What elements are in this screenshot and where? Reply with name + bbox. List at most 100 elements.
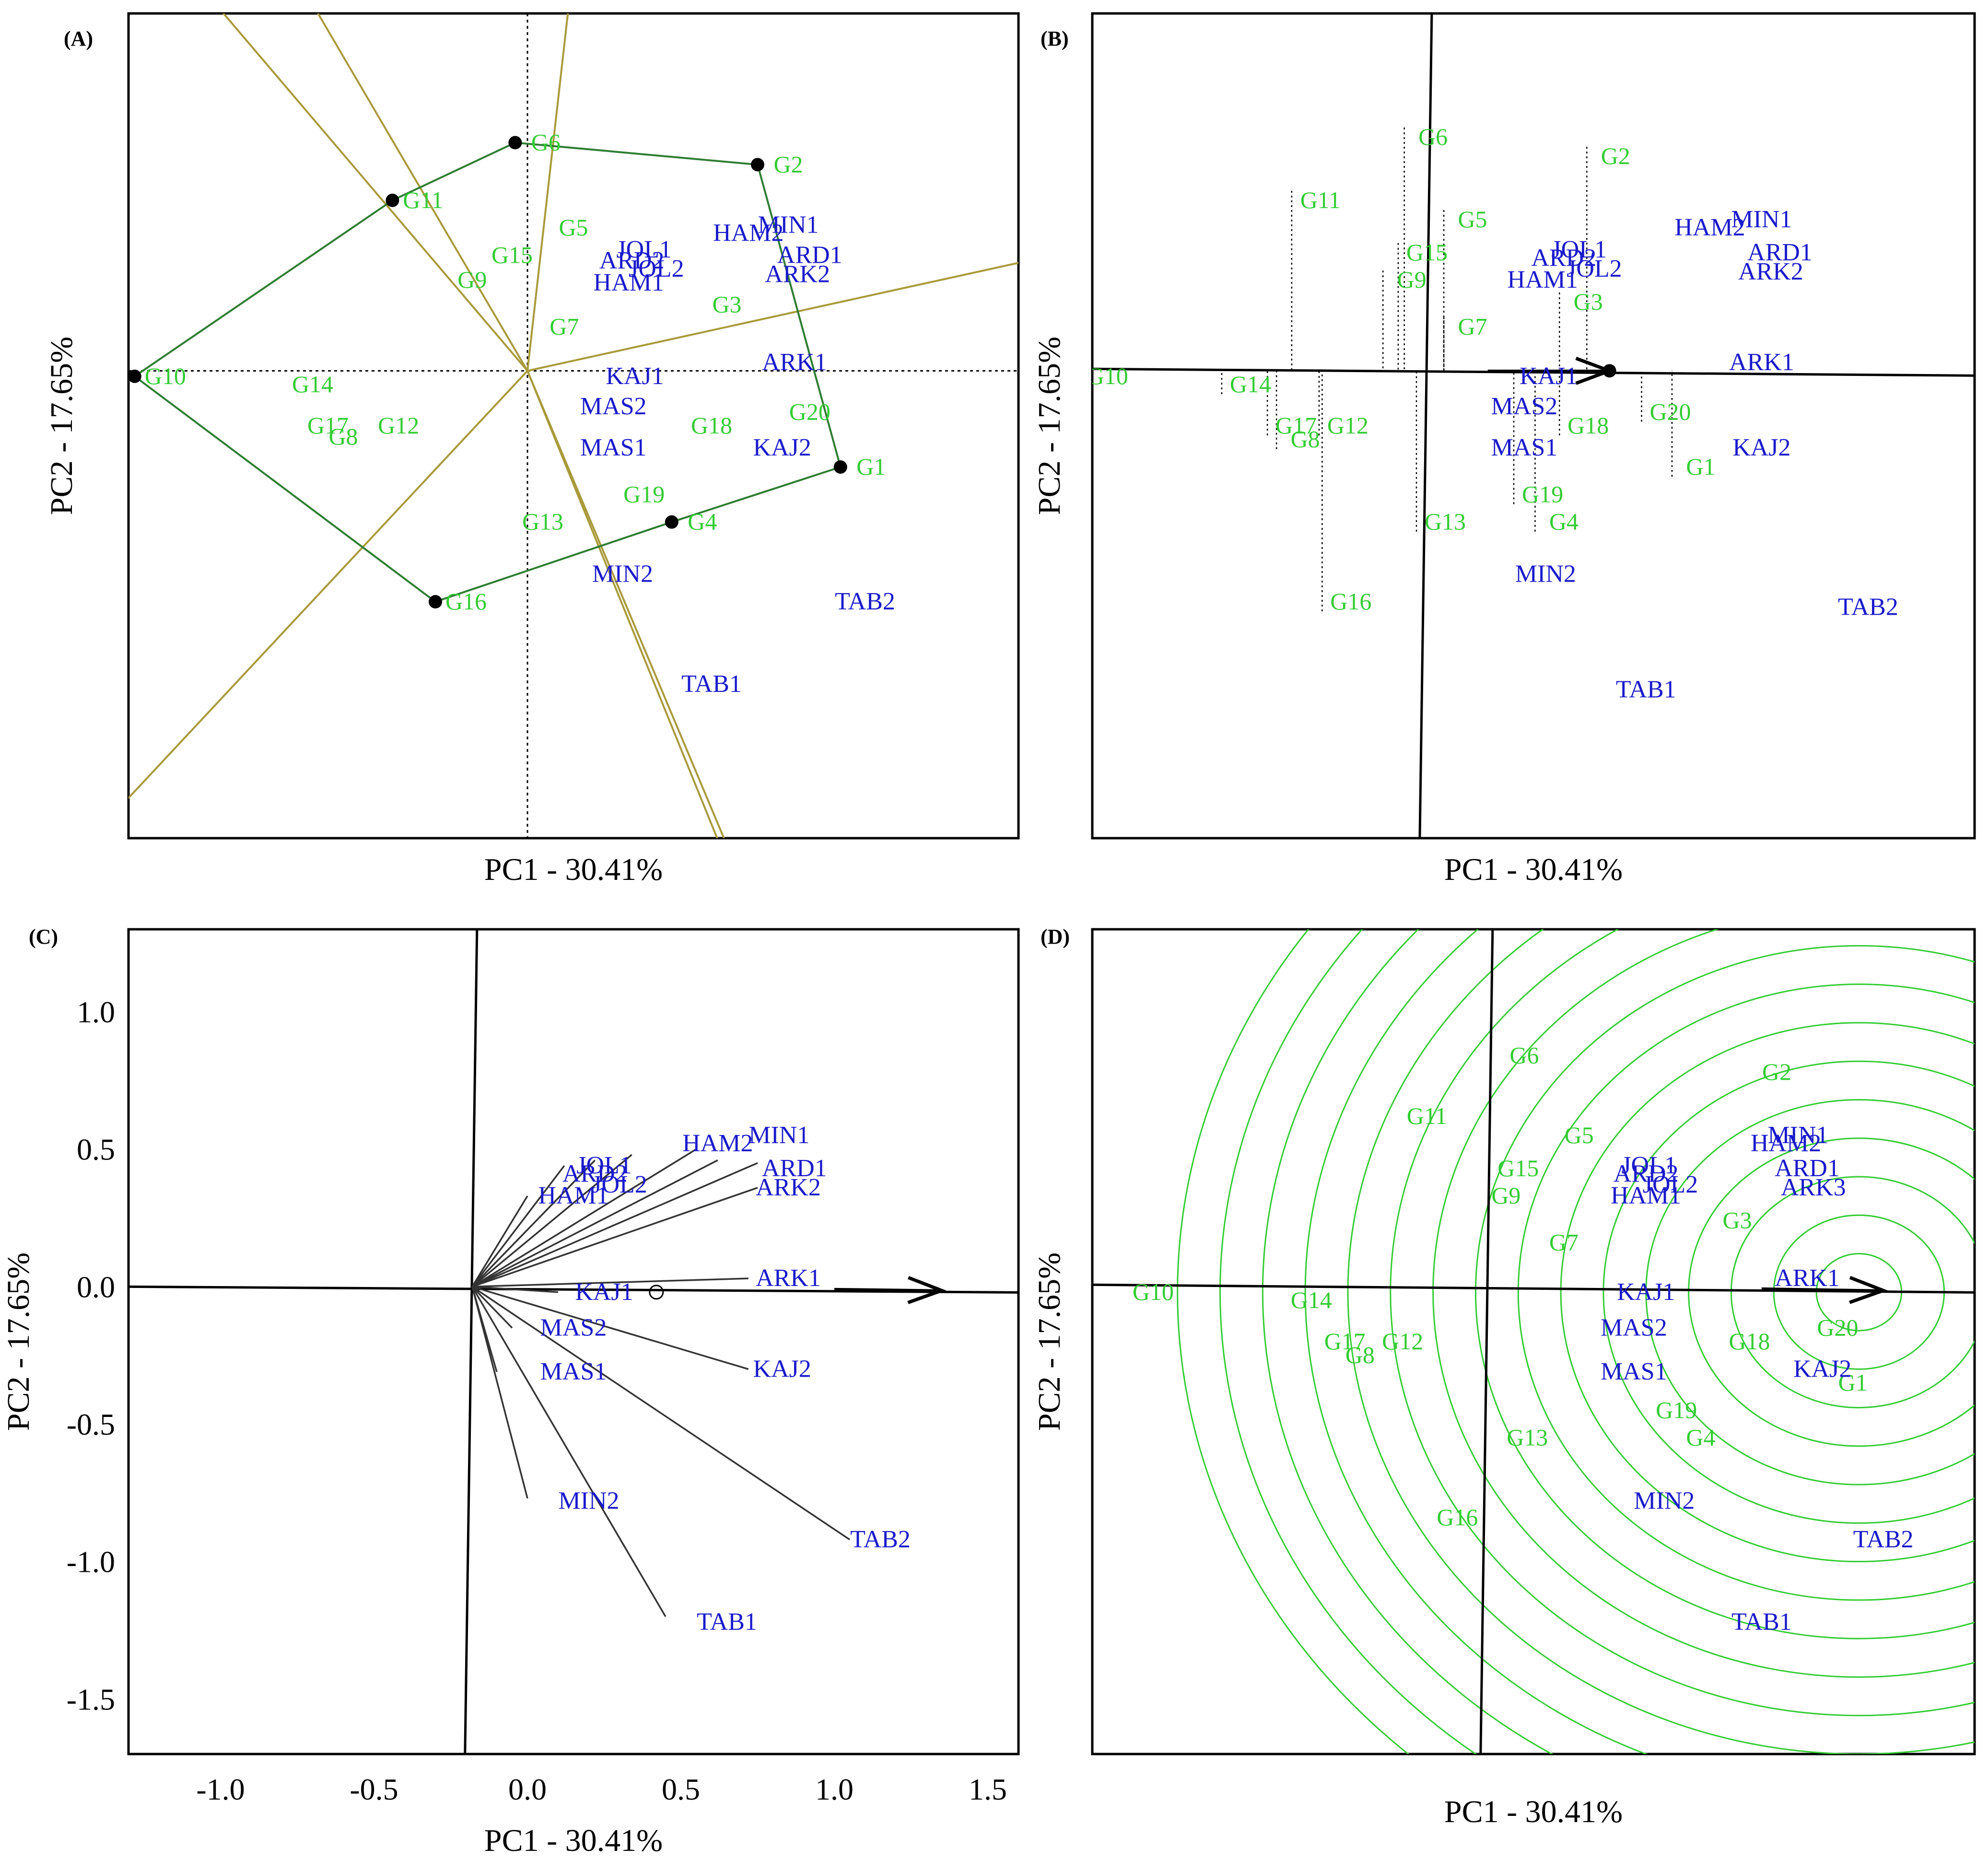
genotype-label-g20: G20 bbox=[789, 398, 830, 425]
environment-label-mas1: MAS1 bbox=[580, 434, 647, 461]
mean-environment-marker bbox=[649, 1285, 664, 1300]
environment-label-ard1: ARD1 bbox=[777, 242, 842, 269]
environment-label-mas2: MAS2 bbox=[540, 1314, 607, 1341]
sector-ray bbox=[526, 13, 569, 371]
genotype-label-g11: G11 bbox=[403, 187, 443, 213]
genotype-label-g8: G8 bbox=[328, 423, 358, 450]
y-axis-title: PC2 - 17.65% bbox=[1032, 1252, 1067, 1431]
x-tick-label: -1.0 bbox=[196, 1772, 245, 1806]
genotype-label-g19: G19 bbox=[1656, 1396, 1697, 1423]
environment-label-ark2: ARK2 bbox=[756, 1174, 821, 1201]
environment-vector-jol2 bbox=[471, 1154, 632, 1287]
vertical-axis bbox=[1479, 929, 1494, 1754]
environment-label-ark1: ARK1 bbox=[756, 1264, 821, 1292]
genotype-label-g20: G20 bbox=[1817, 1314, 1858, 1341]
sector-ray bbox=[129, 370, 528, 800]
genotype-label-g14: G14 bbox=[1230, 371, 1271, 398]
environment-vector-ard2 bbox=[471, 1165, 565, 1287]
genotype-label-g17: G17 bbox=[1275, 412, 1317, 439]
genotype-label-g19: G19 bbox=[1522, 480, 1563, 507]
genotype-label-g14: G14 bbox=[292, 371, 333, 398]
genotype-label-g20: G20 bbox=[1649, 398, 1691, 425]
genotype-label-g1: G1 bbox=[1838, 1369, 1868, 1396]
environment-vector-kaj1 bbox=[472, 1286, 559, 1293]
environment-label-ark1: ARK1 bbox=[1775, 1264, 1840, 1292]
x-axis-title: PC1 - 30.41% bbox=[484, 852, 663, 887]
concentric-circle bbox=[1177, 929, 1410, 1754]
y-axis-title: PC2 - 17.65% bbox=[44, 337, 79, 515]
genotype-label-g8: G8 bbox=[1291, 426, 1320, 453]
vertex-marker-g11 bbox=[386, 193, 399, 207]
environment-label-jol2: JOL2 bbox=[1567, 255, 1622, 282]
genotype-label-g4: G4 bbox=[688, 508, 717, 535]
plot-area: G1 G2 G3 G4 G5 G6 G7 G8 G9 G10 G11 G12 G13 G14 G15 G16 G… bbox=[1092, 13, 1975, 838]
ideal-arrow bbox=[1761, 1287, 1883, 1292]
genotype-label-g5: G5 bbox=[1458, 206, 1487, 233]
environment-label-ham2: HAM2 bbox=[1751, 1130, 1821, 1157]
environment-label-ark2: ARK2 bbox=[1738, 258, 1803, 285]
environment-label-ham1: HAM1 bbox=[594, 269, 664, 296]
panel-label: (A) bbox=[64, 27, 93, 50]
concentric-circle bbox=[1602, 1060, 1975, 1524]
genotype-label-g18: G18 bbox=[691, 412, 732, 439]
genotype-label-g1: G1 bbox=[856, 453, 886, 480]
genotype-label-g7: G7 bbox=[550, 313, 579, 340]
ata-ordinate bbox=[1418, 13, 1433, 838]
environment-label-tab1: TAB1 bbox=[697, 1608, 757, 1636]
environment-label-jol2: JOL2 bbox=[1643, 1171, 1698, 1198]
x-tick-label: 0.0 bbox=[508, 1772, 547, 1806]
concentric-circle bbox=[1432, 929, 1975, 1678]
genotype-label-g18: G18 bbox=[1567, 412, 1609, 439]
environment-label-kaj2: KAJ2 bbox=[1732, 434, 1790, 461]
genotype-label-g15: G15 bbox=[1406, 239, 1448, 266]
genotype-label-g2: G2 bbox=[1601, 142, 1630, 169]
vertex-marker-g10 bbox=[129, 369, 141, 383]
genotype-label-g12: G12 bbox=[1327, 412, 1368, 439]
sector-ray bbox=[222, 13, 528, 372]
genotype-label-g9: G9 bbox=[1491, 1182, 1520, 1209]
genotype-label-g1: G1 bbox=[1686, 453, 1715, 480]
environment-label-tab1: TAB1 bbox=[1616, 676, 1676, 703]
concentric-circle bbox=[1560, 1022, 1975, 1562]
panel-b: (B)PC1 - 30.41%PC2 - 17.65% G1G2G3G4G5G6G… bbox=[1032, 12, 1976, 887]
genotype-label-g16: G16 bbox=[1330, 588, 1371, 615]
genotype-label-g13: G13 bbox=[1425, 508, 1466, 535]
sector-ray bbox=[526, 370, 725, 838]
environment-vector-ham1 bbox=[471, 1195, 528, 1287]
genotype-label-g2: G2 bbox=[1762, 1058, 1791, 1085]
panel-label: (D) bbox=[1041, 925, 1070, 948]
genotype-label-g6: G6 bbox=[1509, 1042, 1539, 1069]
genotype-label-g9: G9 bbox=[1397, 266, 1427, 293]
genotype-label-g2: G2 bbox=[773, 151, 803, 177]
y-tick-label: -0.5 bbox=[67, 1407, 115, 1441]
environment-label-kaj2: KAJ2 bbox=[753, 1355, 811, 1382]
panel-d: (D)PC1 - 30.41%PC2 - 17.65% G1G2G3G4G5G6G… bbox=[1032, 925, 1976, 1829]
y-tick-label: 0.5 bbox=[77, 1133, 115, 1167]
genotype-label-g4: G4 bbox=[1549, 508, 1579, 535]
environment-vector-kaj2 bbox=[472, 1286, 749, 1370]
sector-ray bbox=[526, 370, 718, 838]
environment-label-kaj1: KAJ1 bbox=[575, 1278, 633, 1306]
environment-vector-mas2 bbox=[471, 1286, 513, 1329]
genotype-label-g9: G9 bbox=[457, 266, 487, 293]
environment-vector-min2 bbox=[471, 1286, 528, 1499]
genotype-label-g11: G11 bbox=[1407, 1102, 1447, 1129]
environment-label-ham2: HAM2 bbox=[1674, 214, 1745, 241]
x-axis-title: PC1 - 30.41% bbox=[1444, 852, 1623, 887]
environment-label-jol2: JOL2 bbox=[592, 1171, 647, 1198]
environment-label-ard1: ARD1 bbox=[762, 1155, 827, 1182]
concentric-circle bbox=[1645, 1099, 1975, 1486]
genotype-label-g10: G10 bbox=[145, 363, 186, 389]
environment-vector-ard1 bbox=[472, 1162, 758, 1287]
horizontal-axis bbox=[1092, 1283, 1975, 1294]
x-tick-label: 0.5 bbox=[662, 1772, 700, 1806]
vertex-marker-g6 bbox=[508, 136, 522, 150]
genotype-label-g15: G15 bbox=[491, 242, 533, 269]
environment-label-min1: MIN1 bbox=[748, 1122, 809, 1149]
environment-label-kaj1: KAJ1 bbox=[1617, 1278, 1675, 1306]
environment-label-ham2: HAM2 bbox=[682, 1130, 753, 1157]
x-tick-label: -0.5 bbox=[350, 1772, 398, 1806]
